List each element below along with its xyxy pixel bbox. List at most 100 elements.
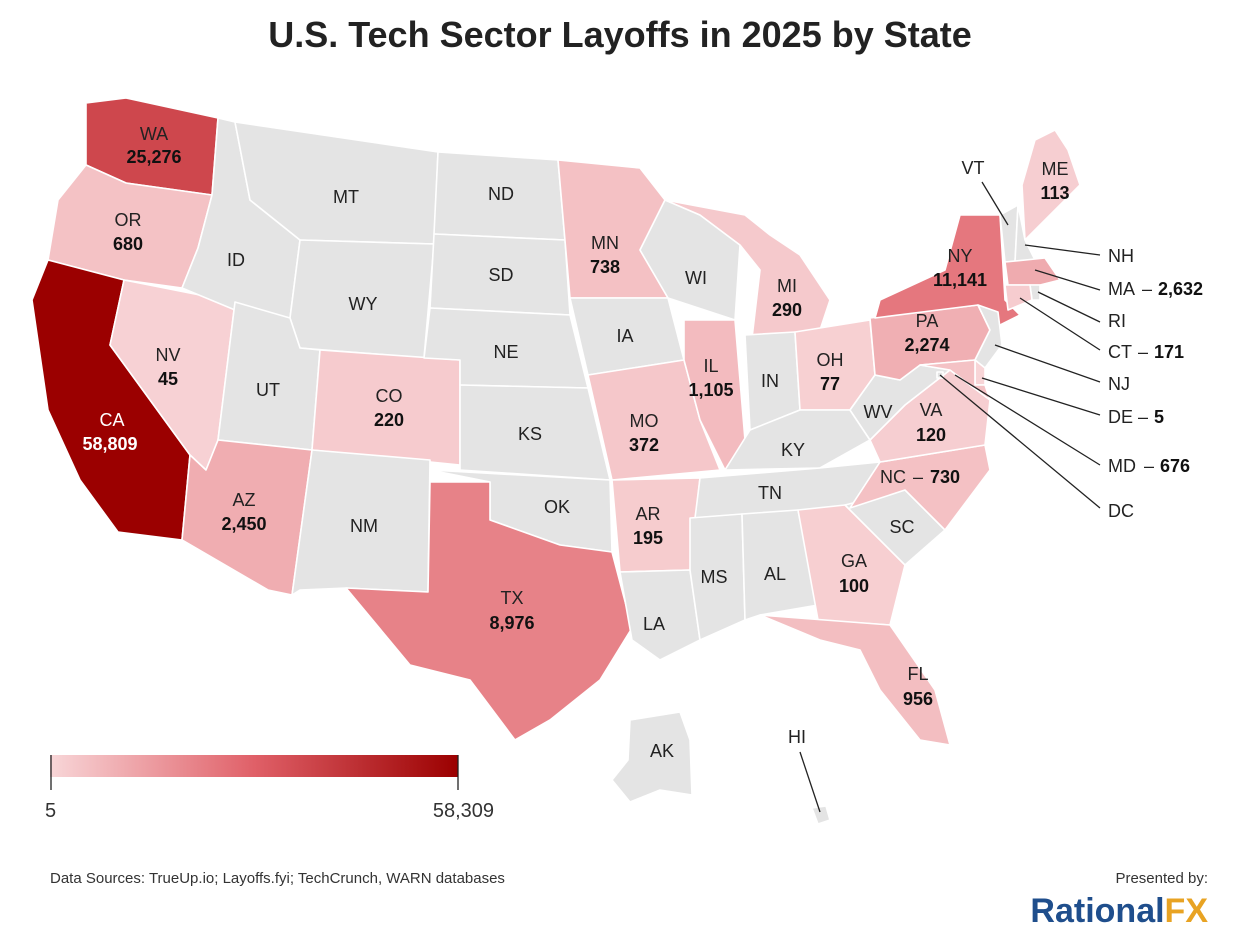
legend-min-label: 5 <box>45 800 56 822</box>
color-scale-legend: 5 58,309 <box>45 755 494 822</box>
state-label-VA: VA <box>920 400 943 420</box>
state-label-IA: IA <box>616 326 633 346</box>
state-label-WY: WY <box>349 294 378 314</box>
state-label-LA: LA <box>643 614 665 634</box>
state-value-GA: 100 <box>839 576 869 596</box>
state-label-CT: CT <box>1108 342 1132 362</box>
state-label-OK: OK <box>544 497 570 517</box>
state-dash-DE: – <box>1138 407 1148 427</box>
state-value-AZ: 2,450 <box>221 514 266 534</box>
logo-text-rational: Rational <box>1030 892 1165 930</box>
state-value-PA: 2,274 <box>904 335 949 355</box>
map-title: U.S. Tech Sector Layoffs in 2025 by Stat… <box>268 14 972 55</box>
state-value-TX: 8,976 <box>489 613 534 633</box>
state-value-CT: 171 <box>1154 342 1184 362</box>
state-dash-NC: – <box>913 467 923 487</box>
leader-MA <box>1034 269 1101 291</box>
state-CT <box>1004 284 1033 311</box>
state-label-AK: AK <box>650 741 674 761</box>
state-label-MN: MN <box>591 233 619 253</box>
state-CO <box>311 349 461 466</box>
state-value-WA: 25,276 <box>126 147 181 167</box>
state-label-KY: KY <box>781 440 805 460</box>
logo-text-fx: FX <box>1164 892 1208 930</box>
state-value-FL: 956 <box>903 689 933 709</box>
state-label-HI: HI <box>788 727 806 747</box>
rationalfx-logo: RationalFX <box>1030 892 1208 931</box>
state-label-MI: MI <box>777 276 797 296</box>
state-label-SC: SC <box>889 517 914 537</box>
state-value-CO: 220 <box>374 410 404 430</box>
state-dash-MD: – <box>1144 456 1154 476</box>
state-value-OR: 680 <box>113 234 143 254</box>
state-label-OR: OR <box>115 210 142 230</box>
state-value-NY: 11,141 <box>933 270 987 290</box>
state-label-TX: TX <box>500 588 523 608</box>
state-label-ND: ND <box>488 184 514 204</box>
state-label-SD: SD <box>488 265 513 285</box>
state-value-DE: 5 <box>1154 407 1164 427</box>
state-MS <box>689 513 746 641</box>
state-label-ME: ME <box>1042 159 1069 179</box>
state-FL <box>759 614 951 746</box>
state-label-PA: PA <box>916 311 939 331</box>
data-sources-note: Data Sources: TrueUp.io; Layoffs.fyi; Te… <box>50 870 505 887</box>
state-label-VT: VT <box>961 158 984 178</box>
state-HI <box>811 805 831 825</box>
state-label-AR: AR <box>635 504 660 524</box>
state-GA <box>797 504 906 626</box>
state-label-MA: MA <box>1108 279 1135 299</box>
state-label-KS: KS <box>518 424 542 444</box>
state-AR <box>611 477 701 573</box>
leader-MD <box>954 374 1101 466</box>
state-value-MO: 372 <box>629 435 659 455</box>
state-value-MA: 2,632 <box>1158 279 1203 299</box>
state-label-MS: MS <box>701 567 728 587</box>
leader-DC <box>939 374 1101 509</box>
state-MO <box>587 359 721 481</box>
state-value-MD: 676 <box>1160 456 1190 476</box>
presented-by-label: Presented by: <box>1115 870 1208 887</box>
leader-CT <box>1019 297 1101 351</box>
state-label-DC: DC <box>1108 501 1134 521</box>
state-label-IL: IL <box>703 356 718 376</box>
state-LA <box>619 569 701 661</box>
state-label-OH: OH <box>817 350 844 370</box>
state-label-TN: TN <box>758 483 782 503</box>
state-label-NM: NM <box>350 516 378 536</box>
state-label-CO: CO <box>376 386 403 406</box>
legend-max-label: 58,309 <box>433 800 494 822</box>
state-label-NV: NV <box>155 345 180 365</box>
state-label-AZ: AZ <box>232 490 255 510</box>
state-value-VA: 120 <box>916 425 946 445</box>
state-label-NC: NC <box>880 467 906 487</box>
leader-NJ <box>994 344 1101 383</box>
state-AL <box>741 509 819 621</box>
state-label-NJ: NJ <box>1108 374 1130 394</box>
leader-NH <box>1024 244 1101 256</box>
state-label-WA: WA <box>140 124 168 144</box>
state-label-WV: WV <box>864 402 893 422</box>
state-value-IL: 1,105 <box>688 380 733 400</box>
state-ME <box>1021 129 1081 241</box>
state-value-MN: 738 <box>590 257 620 277</box>
leader-VT <box>981 181 1009 226</box>
state-value-MI: 290 <box>772 300 802 320</box>
leader-DE <box>981 377 1101 416</box>
state-label-NY: NY <box>947 246 972 266</box>
state-value-OH: 77 <box>820 374 840 394</box>
state-value-NV: 45 <box>158 369 178 389</box>
leader-HI <box>799 751 821 813</box>
state-value-ME: 113 <box>1040 183 1069 203</box>
state-MA <box>1004 257 1061 286</box>
state-dash-MA: – <box>1142 279 1152 299</box>
state-value-AR: 195 <box>633 528 663 548</box>
us-choropleth-map: WA 25,276 OR 680 CA 58,809 NV 45 ID MT W… <box>31 97 1203 825</box>
state-value-CA: 58,809 <box>82 434 137 454</box>
leader-RI <box>1037 291 1101 323</box>
state-label-GA: GA <box>841 551 867 571</box>
state-label-NE: NE <box>493 342 518 362</box>
state-label-FL: FL <box>907 664 928 684</box>
state-label-AL: AL <box>764 564 786 584</box>
state-label-IN: IN <box>761 371 779 391</box>
